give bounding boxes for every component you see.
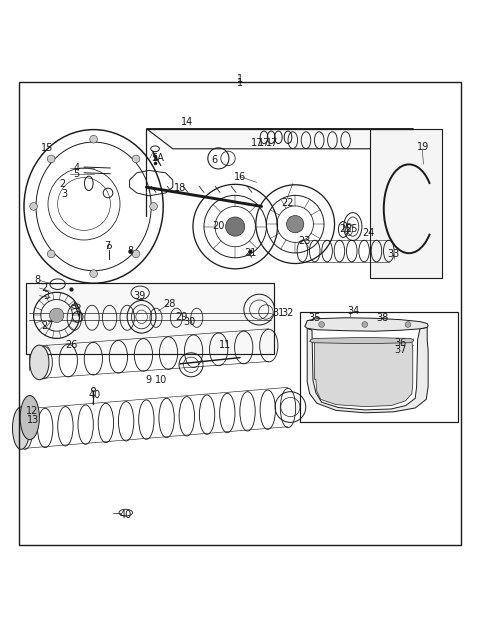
Text: 12: 12	[26, 406, 39, 416]
Circle shape	[319, 321, 324, 328]
Circle shape	[49, 308, 64, 323]
Text: 15: 15	[41, 143, 53, 153]
Text: 28: 28	[163, 300, 176, 310]
Text: 13: 13	[26, 414, 39, 424]
Polygon shape	[314, 341, 413, 407]
Text: 6: 6	[212, 155, 217, 165]
Text: 39: 39	[133, 291, 145, 301]
Text: 1: 1	[237, 74, 243, 84]
Text: 26: 26	[65, 339, 77, 349]
Circle shape	[150, 203, 157, 210]
Text: 19: 19	[417, 142, 429, 152]
Circle shape	[362, 321, 368, 328]
Text: 24: 24	[362, 228, 375, 238]
Circle shape	[226, 217, 245, 236]
Polygon shape	[370, 129, 442, 278]
Text: 17: 17	[251, 138, 263, 148]
Polygon shape	[146, 129, 442, 149]
Text: 18: 18	[174, 183, 186, 193]
Text: 34: 34	[348, 306, 360, 316]
Text: 2: 2	[59, 179, 66, 189]
Text: 33: 33	[387, 250, 400, 260]
Text: 31: 31	[272, 308, 285, 318]
Text: 3: 3	[62, 189, 68, 199]
Circle shape	[132, 155, 140, 163]
Text: 16: 16	[234, 172, 246, 182]
Text: 35: 35	[308, 313, 321, 323]
Text: 11: 11	[218, 339, 231, 349]
Bar	[300, 312, 458, 422]
Text: 8: 8	[128, 246, 133, 256]
Text: 29: 29	[175, 312, 188, 322]
Ellipse shape	[20, 396, 39, 440]
Circle shape	[48, 155, 55, 163]
Text: 2: 2	[41, 283, 48, 293]
Text: 25: 25	[346, 224, 358, 234]
Ellipse shape	[12, 407, 30, 449]
Text: 21: 21	[244, 248, 257, 258]
Text: 40: 40	[120, 510, 132, 520]
Text: 8: 8	[34, 275, 40, 285]
Text: 5: 5	[73, 169, 80, 179]
Text: 22: 22	[282, 198, 294, 208]
Text: 40: 40	[88, 389, 101, 399]
Circle shape	[90, 270, 97, 278]
Text: 38: 38	[376, 313, 389, 323]
Circle shape	[48, 250, 55, 258]
Text: 23: 23	[299, 236, 311, 246]
Text: 1: 1	[237, 78, 243, 88]
Circle shape	[132, 250, 140, 258]
Text: 7: 7	[104, 241, 110, 251]
Text: 20: 20	[212, 221, 225, 231]
Text: 36: 36	[395, 338, 407, 348]
Text: 9: 9	[146, 375, 152, 385]
Circle shape	[287, 215, 304, 233]
Circle shape	[30, 203, 37, 210]
Text: 3: 3	[44, 291, 49, 301]
Circle shape	[405, 321, 411, 328]
Ellipse shape	[30, 345, 49, 379]
Polygon shape	[26, 283, 274, 354]
Polygon shape	[305, 318, 428, 331]
Text: 14: 14	[181, 117, 193, 127]
Text: 37: 37	[395, 346, 407, 356]
Text: 32: 32	[281, 308, 294, 318]
Text: 30: 30	[183, 316, 196, 326]
Polygon shape	[310, 338, 414, 344]
Circle shape	[90, 135, 97, 143]
Text: 17: 17	[258, 138, 271, 148]
Text: 4: 4	[74, 163, 80, 173]
Text: 17: 17	[266, 138, 278, 148]
Polygon shape	[307, 328, 428, 413]
Text: 25: 25	[339, 224, 352, 234]
Text: 10: 10	[155, 375, 167, 385]
Text: 27: 27	[41, 321, 53, 331]
Text: 5A: 5A	[151, 154, 164, 163]
